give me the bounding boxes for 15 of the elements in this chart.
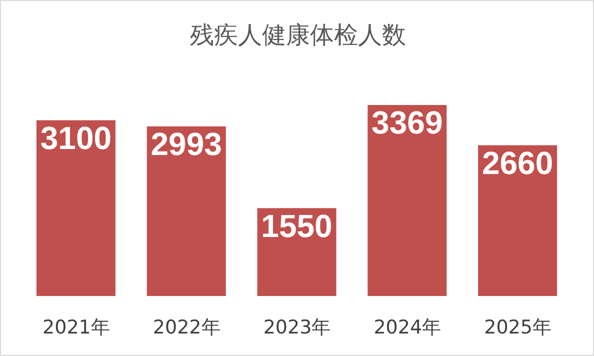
bar <box>146 126 226 296</box>
x-tick-label: 2022年 <box>152 316 220 338</box>
data-label: 3100 <box>40 120 112 156</box>
x-tick-label: 2023年 <box>263 316 331 338</box>
data-label: 2660 <box>482 144 554 181</box>
bar <box>36 120 116 296</box>
x-tick-label: 2025年 <box>484 316 552 338</box>
bar <box>368 105 447 296</box>
bar <box>478 145 558 296</box>
data-label: 1550 <box>261 208 332 244</box>
x-tick-label: 2024年 <box>374 316 442 338</box>
chart-title: 残疾人健康体检人数 <box>189 20 407 51</box>
data-label: 3369 <box>372 104 443 141</box>
data-label: 2993 <box>150 126 222 162</box>
x-tick-label: 2021年 <box>42 316 110 338</box>
